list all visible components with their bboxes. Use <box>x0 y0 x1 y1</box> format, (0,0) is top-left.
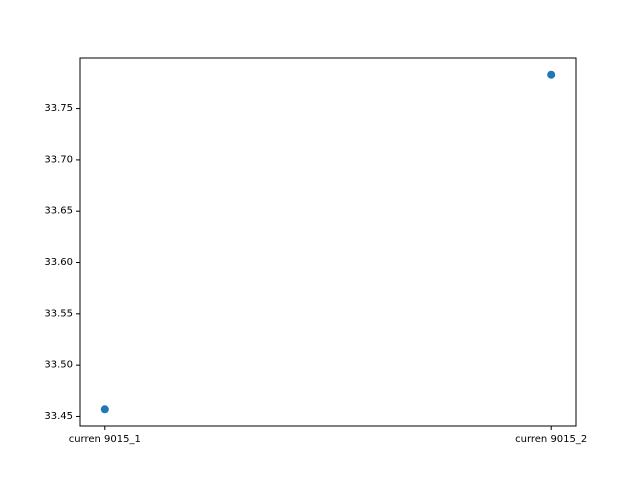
y-axis: 33.45 33.50 33.55 33.60 33.65 33.70 33.75 <box>44 103 80 422</box>
plot-frame <box>79 57 577 427</box>
y-tick-label: 33.55 <box>44 308 73 319</box>
y-tick-label: 33.50 <box>44 360 73 371</box>
y-tick-label: 33.60 <box>44 257 73 268</box>
y-tick-label: 33.70 <box>44 154 73 165</box>
data-points <box>100 70 556 414</box>
y-tick-label: 33.45 <box>44 411 73 422</box>
y-tick-label: 33.65 <box>44 206 73 217</box>
x-tick-label: curren 9015_1 <box>69 434 141 445</box>
x-axis: curren 9015_1 curren 9015_2 <box>69 426 587 445</box>
data-point <box>547 70 556 79</box>
x-tick-label: curren 9015_2 <box>515 434 587 445</box>
data-point <box>100 405 109 414</box>
y-tick-label: 33.75 <box>44 103 73 114</box>
plot-background <box>80 58 576 426</box>
